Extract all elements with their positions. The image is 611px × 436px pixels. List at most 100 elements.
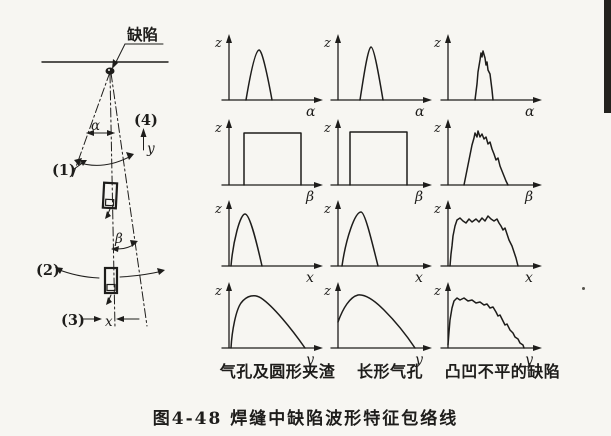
h-axis-label: α xyxy=(415,104,425,120)
z-axis-label: z xyxy=(214,202,222,217)
h-axis-arrow xyxy=(423,97,432,103)
z-axis-arrow xyxy=(445,119,451,128)
plot-beta-col1: z β xyxy=(214,119,323,205)
plot-beta-col2: z β xyxy=(323,119,432,205)
defect-label: 缺陷 xyxy=(127,25,158,44)
plot-y-col2: z y xyxy=(323,282,432,368)
envelope-curve xyxy=(230,213,263,267)
z-axis-arrow xyxy=(226,34,232,43)
motion-4-arrow xyxy=(140,128,147,151)
h-axis-label: x xyxy=(415,270,423,286)
z-axis-label: z xyxy=(214,284,222,299)
envelope-curve xyxy=(449,215,519,267)
plot-y-col3: z y xyxy=(433,282,542,368)
z-axis-label: z xyxy=(323,202,331,217)
z-axis-label: z xyxy=(214,36,222,51)
z-axis-arrow xyxy=(335,34,341,43)
probe-upper xyxy=(101,181,119,210)
probe-upper-beam-arrow xyxy=(105,208,111,219)
motion-2-arrow-left xyxy=(55,267,100,279)
h-axis-arrow xyxy=(423,182,432,188)
alpha-angle-arrow xyxy=(86,130,115,136)
plot-beta-col3: z β xyxy=(433,119,542,205)
h-axis-label: α xyxy=(525,104,535,120)
z-axis-label: z xyxy=(433,202,441,217)
plot-alpha-col2: z α xyxy=(323,34,432,120)
z-axis-arrow xyxy=(226,282,232,291)
plot-alpha-col1: z α xyxy=(214,34,323,120)
h-axis-label: α xyxy=(306,104,316,120)
envelope-curve xyxy=(447,297,525,349)
probe-lower-beam-arrow xyxy=(106,294,112,305)
envelope-curve xyxy=(337,294,416,349)
column-caption-round-defects: 气孔及圆形夹渣 xyxy=(219,362,336,381)
beta-label: β xyxy=(114,231,123,247)
h-axis-arrow xyxy=(533,263,542,269)
h-axis-label: β xyxy=(524,189,533,205)
motion-2-arrow-right xyxy=(119,268,165,278)
motion-3-arrow xyxy=(82,316,140,322)
column-caption-rough-defects: 凸凹不平的缺陷 xyxy=(444,362,561,381)
envelope-curve xyxy=(474,50,494,101)
motion-2-label: (2) xyxy=(36,262,60,279)
z-axis-arrow xyxy=(445,200,451,209)
defect-marker xyxy=(105,67,115,75)
y-axis-label: y xyxy=(146,141,155,157)
z-axis-label: z xyxy=(433,36,441,51)
z-axis-label: z xyxy=(323,36,331,51)
h-axis-arrow xyxy=(533,345,542,351)
h-axis-arrow xyxy=(314,182,323,188)
h-axis-arrow xyxy=(423,263,432,269)
envelope-curve xyxy=(245,49,273,101)
x-axis-label: x xyxy=(105,314,113,330)
h-axis-arrow xyxy=(314,97,323,103)
h-axis-arrow xyxy=(533,182,542,188)
envelope-curve xyxy=(243,132,302,186)
figure-caption: 图4-48 焊缝中缺陷波形特征包络线 xyxy=(152,409,459,429)
h-axis-label: x xyxy=(306,270,314,286)
z-axis-arrow xyxy=(335,282,341,291)
h-axis-arrow xyxy=(423,345,432,351)
h-axis-arrow xyxy=(314,263,323,269)
h-axis-label: y xyxy=(414,352,424,368)
plot-alpha-col3: z α xyxy=(433,34,542,120)
z-axis-arrow xyxy=(226,119,232,128)
z-axis-label: z xyxy=(433,284,441,299)
h-axis-label: y xyxy=(524,352,534,368)
motion-1-arrow xyxy=(73,160,87,170)
motion-1-label: (1) xyxy=(52,162,76,179)
plot-x-col2: z x xyxy=(323,200,432,286)
centerline xyxy=(109,73,116,329)
beta-angle-arrow xyxy=(111,240,138,252)
envelope-curve xyxy=(230,294,306,349)
h-axis-label: β xyxy=(414,189,423,205)
z-axis-arrow xyxy=(445,34,451,43)
h-axis-label: β xyxy=(305,189,314,205)
z-axis-arrow xyxy=(445,282,451,291)
z-axis-arrow xyxy=(335,119,341,128)
column-caption-elongated-pores: 长形气孔 xyxy=(356,362,423,381)
h-axis-arrow xyxy=(314,345,323,351)
scan-speck xyxy=(582,287,585,290)
z-axis-label: z xyxy=(323,121,331,136)
z-axis-label: z xyxy=(323,284,331,299)
motion-3-label: (3) xyxy=(61,312,85,329)
probe-lower xyxy=(103,266,119,295)
h-axis-arrow xyxy=(533,97,542,103)
tilt-line-beta xyxy=(110,72,148,327)
alpha-label: α xyxy=(91,118,100,134)
envelope-curve xyxy=(463,130,509,186)
z-axis-arrow xyxy=(226,200,232,209)
probe-defect-schematic: 缺陷 α (4) y xyxy=(36,25,169,330)
plot-y-col1: z y xyxy=(214,282,323,368)
plot-x-col3: z x xyxy=(433,200,542,286)
envelope-curve xyxy=(359,46,384,101)
h-axis-label: y xyxy=(305,352,315,368)
defect-leader-arrow xyxy=(112,43,164,69)
z-axis-label: z xyxy=(433,121,441,136)
plot-x-col1: z x xyxy=(214,200,323,286)
h-axis-label: x xyxy=(525,270,533,286)
envelope-curve xyxy=(341,211,379,267)
scan-edge-artifact xyxy=(604,0,611,113)
